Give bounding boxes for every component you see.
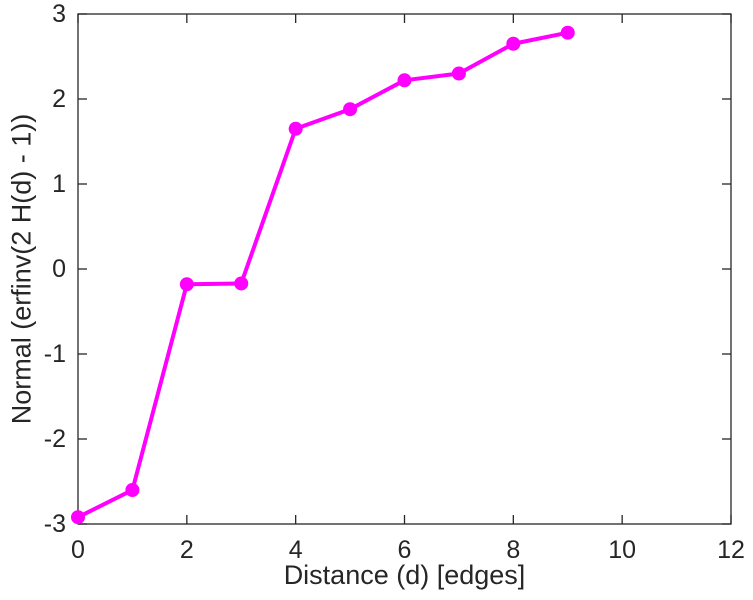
y-tick-label: -1 (44, 340, 66, 368)
data-point (397, 73, 412, 88)
x-tick-label: 10 (608, 536, 636, 564)
data-point (179, 277, 194, 292)
data-point (125, 483, 140, 497)
x-tick-label: 0 (71, 536, 85, 564)
y-tick-label: 3 (52, 0, 66, 28)
data-point (451, 66, 466, 81)
x-tick-label: 2 (180, 536, 194, 564)
y-tick-label: 0 (52, 255, 66, 283)
x-axis-label: Distance (d) [edges] (283, 560, 526, 590)
x-tick-label: 6 (398, 536, 412, 564)
data-point (288, 121, 303, 136)
y-axis-label: Normal (erfinv(2 H(d) - 1)) (6, 113, 37, 425)
x-tick-label: 12 (717, 536, 745, 564)
data-point (560, 25, 575, 40)
y-tick-label: 2 (52, 85, 66, 113)
y-tick-label: -2 (44, 425, 66, 453)
y-tick-label: 1 (52, 170, 66, 198)
x-tick-label: 8 (506, 536, 520, 564)
data-point (343, 102, 358, 117)
data-point (71, 510, 85, 525)
y-tick-label: -3 (44, 510, 66, 538)
series-line (76, 30, 570, 520)
data-point (506, 36, 521, 51)
x-tick-label: 4 (289, 536, 303, 564)
plot-box (77, 13, 732, 525)
data-point (234, 276, 249, 291)
